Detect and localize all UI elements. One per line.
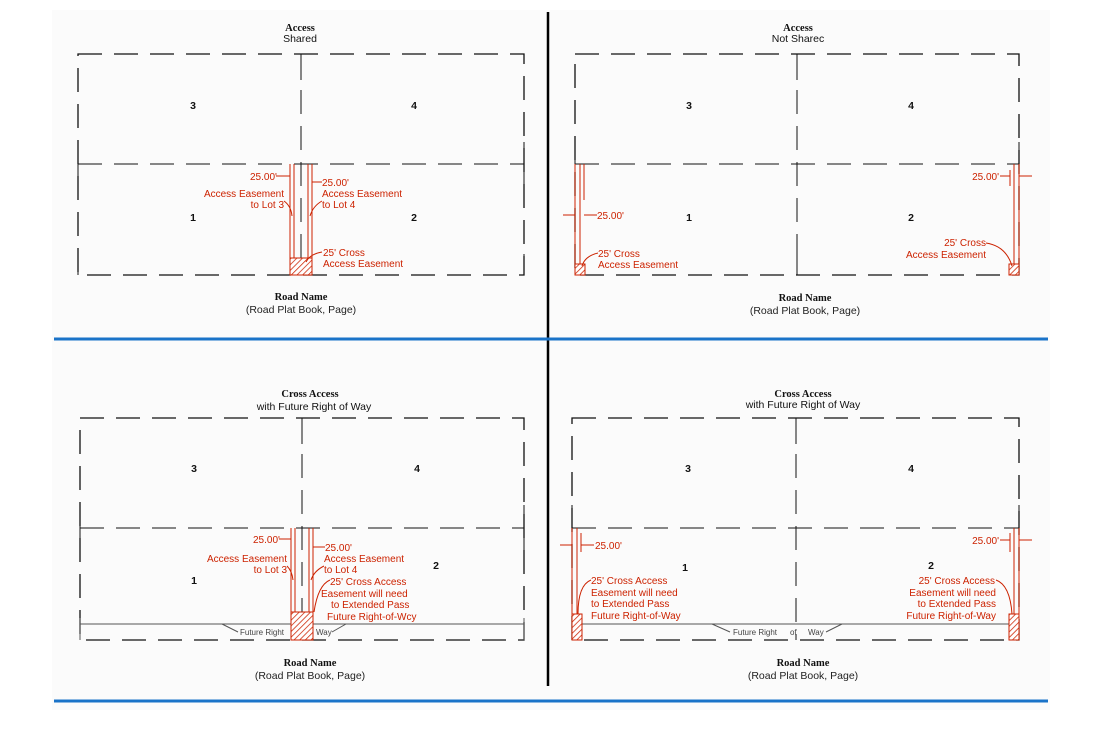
easement-lot4-line1: Access Easement [322,189,402,200]
cross-easement-line2: Easement will need [321,589,408,600]
cross-easement-line2: Access Easement [323,259,403,270]
road-plat-ref: (Road Plat Book, Page) [246,304,356,316]
panel-title: Access [783,23,813,34]
dim-left-label: 25.00' [250,172,277,183]
cross-easement-hatch [289,257,313,276]
panel-cross-access-future-row-left: Cross Access with Future Right of Way 3 … [79,389,525,682]
cross-right-line3: to Extended Pass [918,599,996,610]
road-name: Road Name [777,658,830,669]
lot-3-label: 3 [686,100,692,112]
cross-right-line4: Future Right-of-Way [906,611,996,622]
panel-cross-access-future-row-right: Cross Access with Future Right of Way 3 … [560,389,1032,682]
lot-2-label: 2 [928,560,934,572]
road-plat-ref: (Road Plat Book, Page) [255,670,365,682]
panel-title: Cross Access [774,389,831,400]
dim-left-label: 25.00' [253,535,280,546]
cross-left-line2: Access Easement [598,260,678,271]
cross-easement-line1: 25' Cross [323,248,365,259]
easement-lot3-line1: Access Easement [204,189,284,200]
lot-2-label: 2 [908,212,914,224]
lot-2-label: 2 [411,212,417,224]
cross-easement-right-hatch [1008,263,1020,276]
cross-right-line2: Easement will need [909,588,996,599]
panel-access-shared: Access Shared 3 4 1 2 25.00' 25.00' Acce… [77,23,525,316]
cross-right-line1: 25' Cross Access [919,576,995,587]
easement-lot4-line1: Access Easement [324,554,404,565]
panel-subtitle: Shared [283,33,317,45]
panel-title: Access [285,23,315,34]
road-name: Road Name [284,658,337,669]
panel-access-not-shared: Access Not Sharec 3 4 1 2 25.00' 25' Cro… [563,23,1032,317]
cross-easement-right-hatch [1008,613,1020,641]
panel-subtitle: with Future Right of Way [745,399,861,411]
easement-lot3-line2: to Lot 3 [251,200,285,211]
future-row-label-1: Future Right [733,628,778,637]
future-row-label-2: Way [316,628,332,637]
cross-left-line3: to Extended Pass [591,599,669,610]
lot-3-label: 3 [190,100,196,112]
easement-lot4-line2: to Lot 4 [322,200,356,211]
cross-left-line1: 25' Cross Access [591,576,667,587]
lot-3-label: 3 [191,463,197,475]
diagram-svg: Access Shared 3 4 1 2 25.00' 25.00' Acce… [54,12,1048,703]
easement-diagram-panels: Access Shared 3 4 1 2 25.00' 25.00' Acce… [52,10,1050,710]
road-name: Road Name [779,293,832,304]
cross-easement-hatch [290,611,314,641]
lot-2-label: 2 [433,560,439,572]
lot-4-label: 4 [908,463,914,475]
cross-left-line4: Future Right-of-Way [591,611,681,622]
dim-right-label: 25.00' [972,172,999,183]
lot-1-label: 1 [191,575,197,587]
cross-easement-line1: 25' Cross Access [330,577,406,588]
easement-lot3-line1: Access Easement [207,554,287,565]
cross-left-line1: 25' Cross [598,249,640,260]
cross-easement-line3: to Extended Pass [331,600,409,611]
cross-easement-left-hatch [574,263,586,276]
lot-4-label: 4 [414,463,420,475]
road-name: Road Name [275,292,328,303]
cross-right-line1: 25' Cross [944,238,986,249]
dim-right-label: 25.00' [972,536,999,547]
lot-1-label: 1 [686,212,692,224]
panel-title: Cross Access [281,389,338,400]
dim-right-label: 25.00' [322,178,349,189]
lot-4-label: 4 [411,100,417,112]
cross-easement-left-hatch [571,613,583,641]
dim-right-label: 25.00' [325,543,352,554]
road-plat-ref: (Road Plat Book, Page) [748,670,858,682]
cross-right-line2: Access Easement [906,250,986,261]
road-plat-ref: (Road Plat Book, Page) [750,305,860,317]
lot-1-label: 1 [190,212,196,224]
future-row-label-2: of [790,628,797,637]
lot-4-label: 4 [908,100,914,112]
dim-left-label: 25.00' [595,541,622,552]
future-row-label-3: Way [808,628,824,637]
lot-1-label: 1 [682,562,688,574]
dim-left-label: 25.00' [597,211,624,222]
future-row-label-1: Future Right [240,628,285,637]
panel-subtitle: with Future Right of Way [256,401,372,413]
easement-lot4-line2: to Lot 4 [324,565,358,576]
cross-easement-line4: Future Right-of-Wcy [327,612,416,623]
lot-3-label: 3 [685,463,691,475]
cross-left-line2: Easement will need [591,588,678,599]
easement-lot3-line2: to Lot 3 [254,565,288,576]
panel-subtitle: Not Sharec [772,33,825,45]
